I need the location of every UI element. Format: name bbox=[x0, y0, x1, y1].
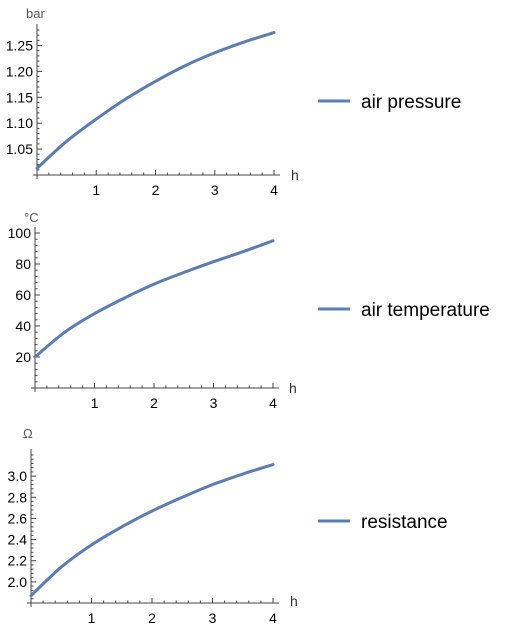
y-tick-label: 2.0 bbox=[8, 574, 28, 590]
x-tick-label: 1 bbox=[92, 182, 100, 198]
chart-panel-2: °C h 1 2 3 4 20 40 60 80 100 air temperature bbox=[8, 210, 490, 411]
x-axis-label: h bbox=[289, 380, 297, 396]
series-line-air-temperature bbox=[33, 239, 275, 359]
y-axis-unit-label: Ω bbox=[23, 426, 33, 441]
chart-panel-3: Ωh 1 2 3 4 2.0 2.2 2.4 2.6 2.8 3.0 resistance bbox=[8, 426, 448, 624]
x-tick-label: 1 bbox=[91, 395, 99, 411]
y-tick-label: 1.10 bbox=[6, 115, 33, 131]
x-axis-label: h bbox=[291, 167, 299, 183]
x-tick-label: 2 bbox=[152, 182, 160, 198]
y-tick-label: 3.0 bbox=[8, 468, 28, 484]
y-tick-label: 1.25 bbox=[6, 38, 33, 54]
series-line-resistance bbox=[29, 463, 275, 598]
y-axis-unit-label: °C bbox=[24, 210, 39, 225]
y-tick-label: 1.05 bbox=[6, 141, 33, 157]
x-tick-label: 2 bbox=[150, 395, 158, 411]
y-tick-label: 2.2 bbox=[8, 553, 28, 569]
x-tick-label: 1 bbox=[88, 610, 96, 624]
series-line-air-pressure bbox=[35, 31, 276, 170]
y-tick-label: 2.6 bbox=[8, 510, 28, 526]
x-tick-label: 3 bbox=[209, 610, 217, 624]
y-tick-label: 1.15 bbox=[6, 89, 33, 105]
legend-label: resistance bbox=[361, 512, 448, 533]
y-tick-label: 2.8 bbox=[8, 489, 28, 505]
x-tick-label: 3 bbox=[210, 395, 218, 411]
y-tick-label: 80 bbox=[15, 256, 31, 272]
chart-panel-1: bar h 1 2 3 4 1.05 1.10 1.15 1.20 1.25 air pressure bbox=[6, 6, 462, 198]
x-tick-label: 3 bbox=[211, 182, 219, 198]
y-tick-label: 2.4 bbox=[8, 532, 28, 548]
y-axis-unit-label: bar bbox=[26, 6, 45, 21]
x-tick-label: 2 bbox=[148, 610, 156, 624]
y-tick-label: 40 bbox=[15, 318, 31, 334]
x-tick-label: 4 bbox=[269, 610, 277, 624]
x-tick-label: 4 bbox=[270, 182, 278, 198]
y-tick-label: 60 bbox=[15, 287, 31, 303]
y-tick-label: 100 bbox=[8, 225, 32, 241]
legend-label: air pressure bbox=[361, 92, 461, 113]
x-tick-label: 4 bbox=[269, 395, 277, 411]
legend-label: air temperature bbox=[361, 300, 490, 321]
y-tick-label: 1.20 bbox=[6, 63, 33, 79]
x-axis-label: h bbox=[290, 593, 298, 609]
y-tick-label: 20 bbox=[15, 349, 31, 365]
